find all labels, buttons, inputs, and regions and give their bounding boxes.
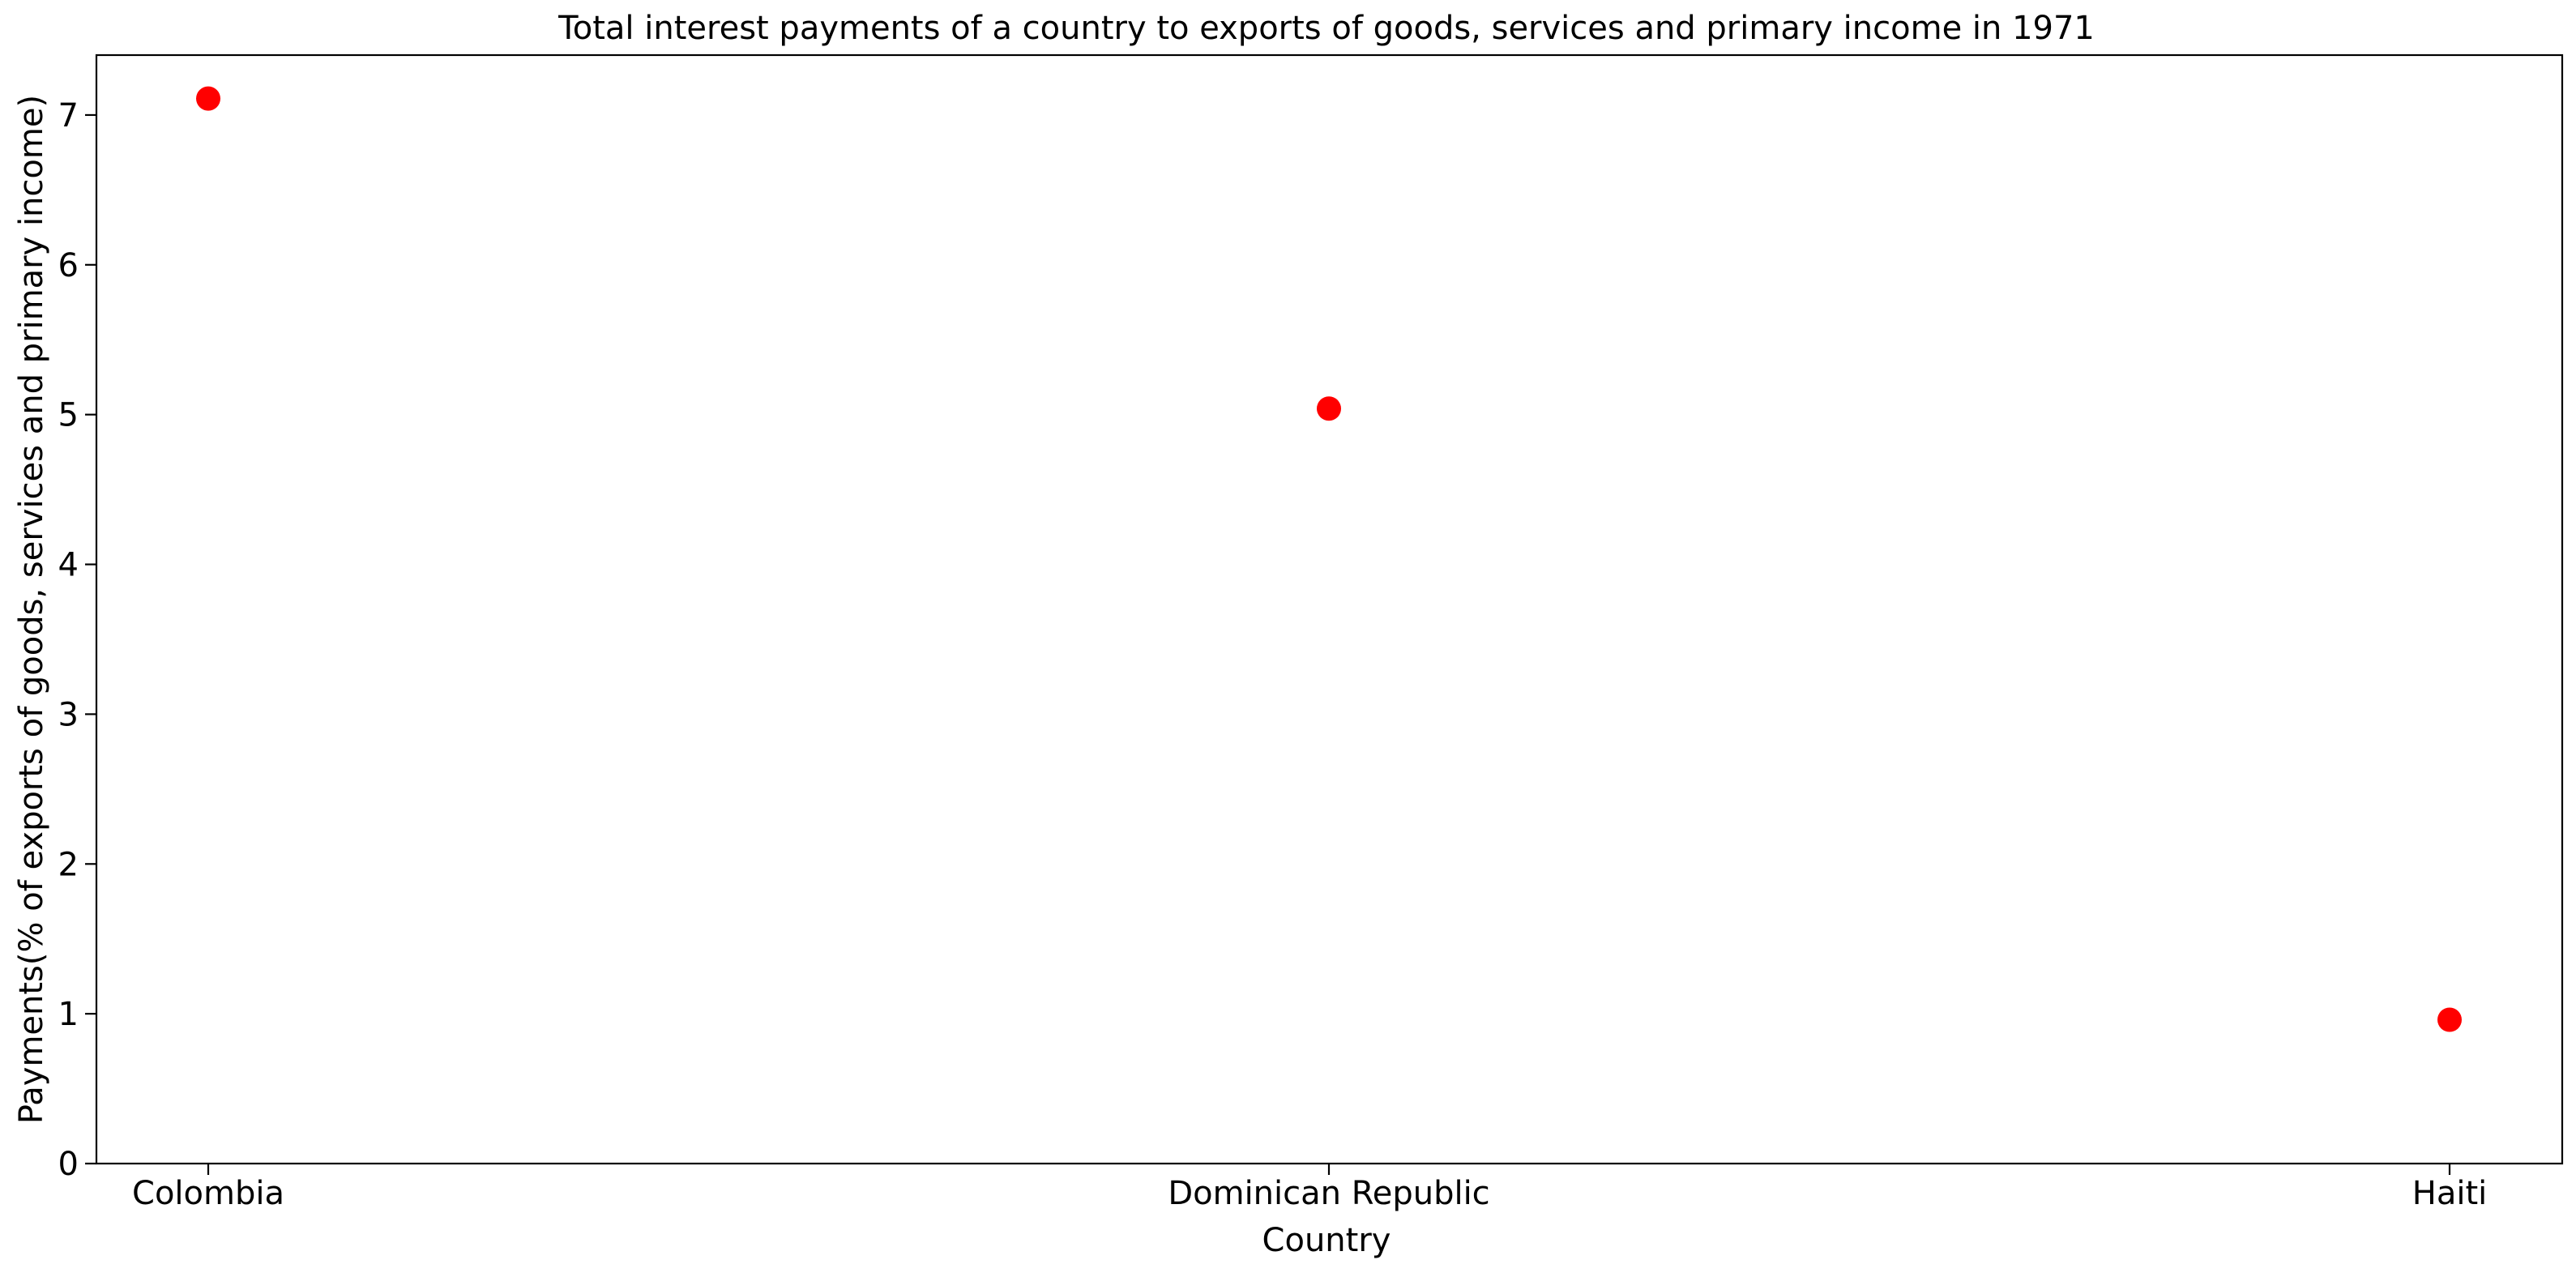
y-tick-label: 4: [58, 547, 79, 584]
y-tick-label: 7: [58, 97, 79, 135]
x-axis-label: Country: [1262, 1222, 1391, 1259]
y-tick-label: 1: [58, 996, 79, 1033]
data-points: [196, 86, 2462, 1032]
x-tick-label: Dominican Republic: [1168, 1175, 1489, 1212]
y-axis-label: Payments(% of exports of goods, services…: [13, 95, 50, 1124]
y-tick-label: 5: [58, 397, 79, 434]
chart-title: Total interest payments of a country to …: [557, 10, 2095, 47]
data-point: [1317, 396, 1341, 421]
x-tick-label: Colombia: [132, 1175, 284, 1212]
x-tick-label: Haiti: [2412, 1175, 2488, 1212]
y-axis-ticks: 0 1 2 3 4 5 6 7: [58, 97, 96, 1183]
data-point: [196, 86, 220, 111]
y-tick-label: 6: [58, 247, 79, 284]
x-axis-ticks: Colombia Dominican Republic Haiti: [132, 1164, 2487, 1212]
y-tick-label: 2: [58, 846, 79, 883]
y-tick-label: 3: [58, 696, 79, 733]
data-point: [2437, 1007, 2462, 1032]
y-tick-label: 0: [58, 1146, 79, 1183]
